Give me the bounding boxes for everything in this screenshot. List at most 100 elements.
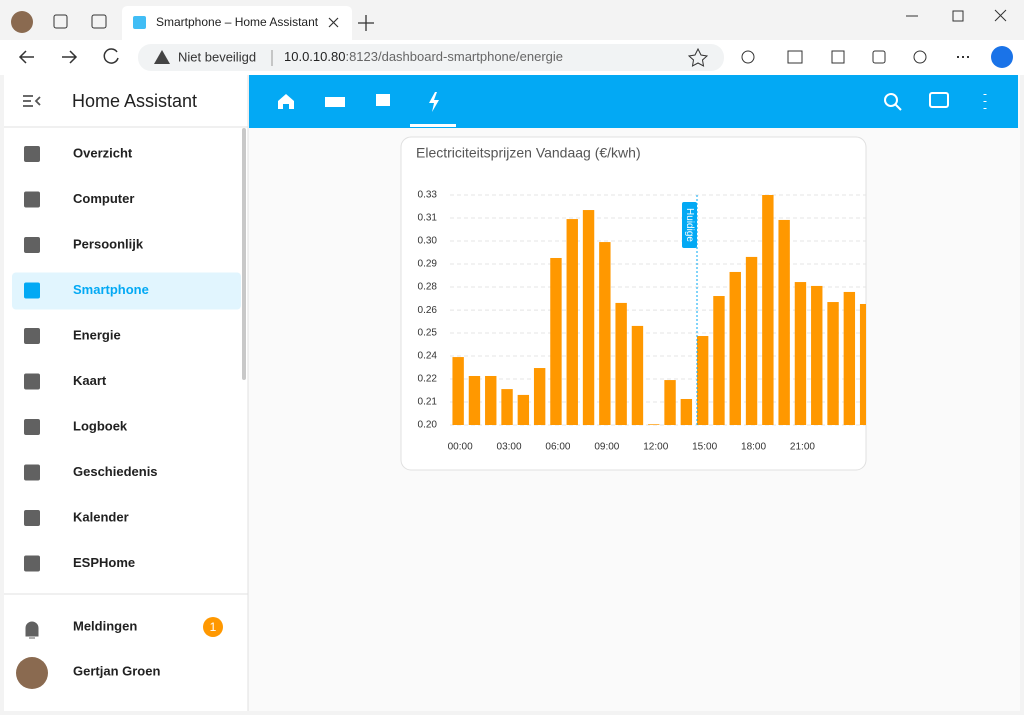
- bar: [713, 296, 725, 425]
- user-avatar: [16, 657, 48, 689]
- bar: [582, 210, 595, 425]
- y-tick-label: 0.26: [418, 305, 438, 316]
- chart-title: Electriciteitsprijzen Vandaag (€/kwh): [416, 145, 641, 161]
- bar: [501, 389, 513, 425]
- bar: [517, 394, 530, 425]
- refresh-button[interactable]: [103, 48, 119, 64]
- url-path: :8123/dashboard-smartphone/energie: [345, 49, 563, 64]
- y-tick-label: 0.30: [418, 236, 438, 247]
- forward-button[interactable]: [62, 50, 78, 64]
- item-icon: [24, 373, 40, 390]
- maximize[interactable]: [952, 10, 964, 22]
- sidebar-item[interactable]: Kaart: [73, 373, 107, 388]
- tab-close[interactable]: [328, 17, 339, 28]
- y-tick-label: 0.28: [418, 282, 438, 293]
- bar: [631, 325, 644, 425]
- profile-avatar[interactable]: [11, 11, 33, 33]
- sidebar-item[interactable]: Smartphone: [73, 282, 149, 297]
- item-icon: [24, 282, 40, 299]
- bar: [566, 219, 578, 425]
- performance-icon[interactable]: [913, 50, 927, 64]
- x-tick-label: 21:00: [790, 442, 815, 453]
- bar: [794, 282, 807, 425]
- back-button[interactable]: [18, 50, 34, 64]
- sidebar-item[interactable]: ESPHome: [73, 555, 135, 570]
- y-tick-label: 0.31: [418, 213, 438, 224]
- new-tab[interactable]: [358, 15, 374, 31]
- bing-button[interactable]: [991, 46, 1013, 68]
- view-home[interactable]: [278, 94, 294, 109]
- collections-icon[interactable]: [872, 50, 886, 64]
- url-host: 10.0.10.80: [284, 49, 345, 64]
- favorite-star[interactable]: [687, 47, 709, 67]
- x-tick-label: 09:00: [594, 442, 619, 453]
- active-tab[interactable]: [122, 6, 352, 40]
- bar: [827, 302, 839, 425]
- bar: [485, 375, 497, 425]
- sidebar-title: Home Assistant: [72, 91, 197, 111]
- notifications-badge: [203, 617, 223, 637]
- extensions-icon[interactable]: [741, 50, 755, 64]
- item-icon: [24, 191, 40, 208]
- tab-favicon: [133, 16, 146, 29]
- notifications-count: 1: [210, 620, 217, 634]
- bars: [452, 195, 866, 425]
- view-chair[interactable]: [376, 94, 390, 106]
- x-tick-label: 03:00: [497, 442, 522, 453]
- bar: [729, 271, 741, 425]
- notifications-label[interactable]: Meldingen: [73, 618, 137, 633]
- favorites-icon[interactable]: [831, 50, 845, 64]
- sidebar-item[interactable]: Persoonlijk: [73, 236, 144, 251]
- search-button[interactable]: [884, 93, 898, 107]
- bar: [452, 357, 464, 425]
- bar: [615, 302, 627, 425]
- y-tick-label: 0.25: [418, 328, 438, 339]
- item-icon: [24, 510, 40, 526]
- split-icon[interactable]: [787, 50, 803, 64]
- sidebar-item[interactable]: Computer: [73, 191, 134, 206]
- x-tick-label: 12:00: [643, 442, 668, 453]
- sidebar-toggle[interactable]: [23, 95, 41, 107]
- now-label: Huidige: [684, 208, 695, 242]
- selected-highlight: [12, 272, 241, 310]
- bar: [468, 375, 481, 425]
- item-icon: [24, 146, 40, 162]
- x-tick-label: 06:00: [545, 442, 570, 453]
- workspaces-icon[interactable]: [53, 14, 68, 29]
- top-bar: [249, 75, 1018, 128]
- close-window[interactable]: [994, 9, 1007, 22]
- bar: [762, 195, 774, 425]
- sidebar-item[interactable]: Energie: [73, 327, 121, 342]
- item-icon: [24, 464, 40, 481]
- user-name[interactable]: Gertjan Groen: [73, 663, 160, 678]
- sidebar-item[interactable]: Overzicht: [73, 145, 133, 160]
- bar: [696, 336, 709, 425]
- security-text: Niet beveiligd: [178, 49, 256, 64]
- item-icon: [24, 328, 40, 344]
- view-bed[interactable]: [325, 97, 345, 107]
- bar: [811, 285, 823, 425]
- assist-button[interactable]: [929, 92, 949, 108]
- view-energy[interactable]: [429, 92, 439, 112]
- x-tick-label: 18:00: [741, 442, 766, 453]
- bar: [648, 424, 660, 425]
- bar: [859, 303, 866, 425]
- bar: [664, 380, 676, 425]
- tab-title: Smartphone – Home Assistant: [156, 15, 319, 29]
- sidebar-item[interactable]: Kalender: [73, 509, 129, 524]
- y-tick-label: 0.29: [418, 259, 438, 270]
- bar: [680, 398, 693, 425]
- bar: [599, 242, 611, 425]
- address-bar[interactable]: [138, 44, 724, 71]
- warning-icon: [154, 50, 170, 64]
- bar: [843, 291, 856, 425]
- tab-actions-icon[interactable]: [91, 14, 107, 29]
- sidebar-item[interactable]: Geschiedenis: [73, 464, 158, 479]
- y-tick-label: 0.22: [418, 374, 438, 385]
- bar: [550, 257, 562, 425]
- y-tick-label: 0.21: [418, 397, 438, 408]
- sidebar-item[interactable]: Logboek: [73, 418, 128, 433]
- y-tick-label: 0.33: [418, 190, 438, 201]
